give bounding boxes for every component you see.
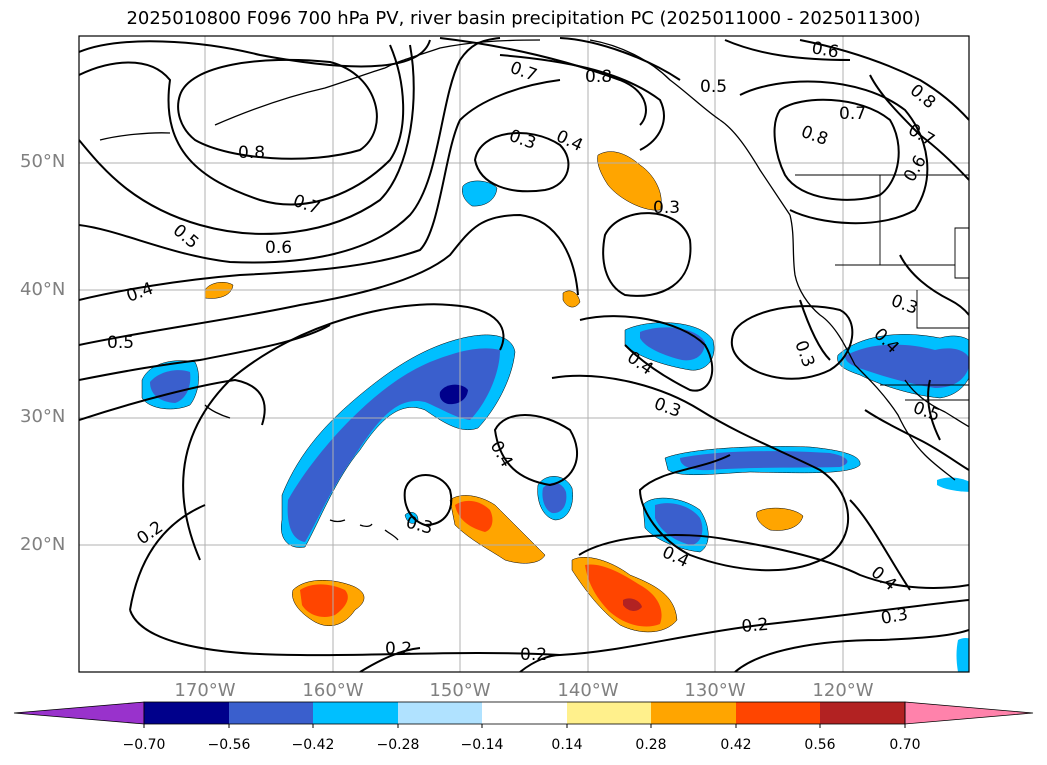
- contour-labels: 0.8 0.7 0.6 0.5 0.4 0.5 0.7 0.8 0.5 0.3 …: [107, 38, 943, 665]
- contour-label: 0.3: [888, 291, 920, 319]
- colorbar: [13, 701, 1034, 728]
- colorbar-tick-label: −0.56: [207, 737, 251, 753]
- contour-label: 0.2: [741, 615, 770, 637]
- contour-label: 0.2: [520, 645, 547, 665]
- contour-label: 0.3: [790, 338, 818, 370]
- colorbar-tick-label: 0.28: [635, 737, 667, 753]
- colorbar-tick-label: −0.70: [122, 737, 166, 753]
- latitude-label: 50°N: [20, 151, 66, 172]
- longitude-label: 120°W: [812, 680, 874, 701]
- colorbar-tick-label: 0.42: [720, 737, 752, 753]
- contour-label: 0.5: [107, 333, 134, 353]
- contour-label: 0.4: [486, 438, 517, 471]
- contour-label: 0.7: [290, 191, 322, 219]
- longitude-label: 130°W: [684, 680, 746, 701]
- latitude-label: 40°N: [20, 279, 66, 300]
- colorbar-bin: [398, 702, 482, 724]
- contour-label: 0.3: [404, 513, 435, 539]
- contour-label: 0.2: [385, 639, 412, 659]
- map-plot-area: [79, 36, 969, 672]
- pv-contours: [79, 37, 969, 672]
- contour-label: 0.7: [507, 58, 539, 86]
- colorbar-extend-max: [904, 701, 1034, 725]
- colorbar-tick-label: −0.42: [291, 737, 335, 753]
- colorbar-bin: [144, 702, 229, 724]
- contour-label: 0.3: [879, 605, 909, 629]
- contour-label: 0.6: [810, 38, 840, 62]
- contour-label: 0.4: [553, 126, 586, 156]
- longitude-label: 160°W: [302, 680, 364, 701]
- contour-label: 0.4: [124, 279, 156, 307]
- graticule: [79, 36, 969, 672]
- longitude-label: 140°W: [557, 680, 619, 701]
- latitude-label: 20°N: [20, 534, 66, 555]
- contour-label: 0.7: [839, 104, 866, 124]
- contour-label: 0.8: [798, 122, 830, 150]
- colorbar-bin: [651, 702, 736, 724]
- contour-label: 0.5: [169, 221, 203, 254]
- latitude-label: 30°N: [20, 406, 66, 427]
- colorbar-tick-label: 0.14: [551, 737, 583, 753]
- colorbar-bin: [313, 702, 398, 724]
- precip-shading: [141, 151, 969, 672]
- longitude-label: 170°W: [174, 680, 236, 701]
- colorbar-tick-label: 0.56: [804, 737, 836, 753]
- colorbar-bin: [482, 702, 567, 724]
- contour-label: 0.2: [133, 517, 167, 549]
- colorbar-extend-min: [13, 701, 145, 725]
- political-borders: [795, 174, 969, 401]
- map-frame: [78, 35, 970, 673]
- colorbar-bin: [229, 702, 313, 724]
- colorbar-tick-label: 0.70: [889, 737, 921, 753]
- contour-label: 0.6: [265, 238, 292, 258]
- contour-label: 0.3: [506, 126, 538, 154]
- contour-label: 0.3: [653, 198, 680, 218]
- contour-label: 0.8: [585, 67, 612, 87]
- colorbar-bin: [567, 702, 651, 724]
- longitude-label: 150°W: [429, 680, 491, 701]
- colorbar-bin: [820, 702, 905, 724]
- contour-label: 0.8: [238, 143, 265, 163]
- colorbar-bin: [736, 702, 820, 724]
- colorbar-tick-label: −0.14: [460, 737, 504, 753]
- contour-label: 0.8: [906, 81, 940, 114]
- colorbar-tick-label: −0.28: [376, 737, 420, 753]
- contour-label: 0.5: [910, 398, 942, 426]
- contour-label: 0.5: [700, 77, 727, 97]
- map-title: 2025010800 F096 700 hPa PV, river basin …: [126, 8, 921, 29]
